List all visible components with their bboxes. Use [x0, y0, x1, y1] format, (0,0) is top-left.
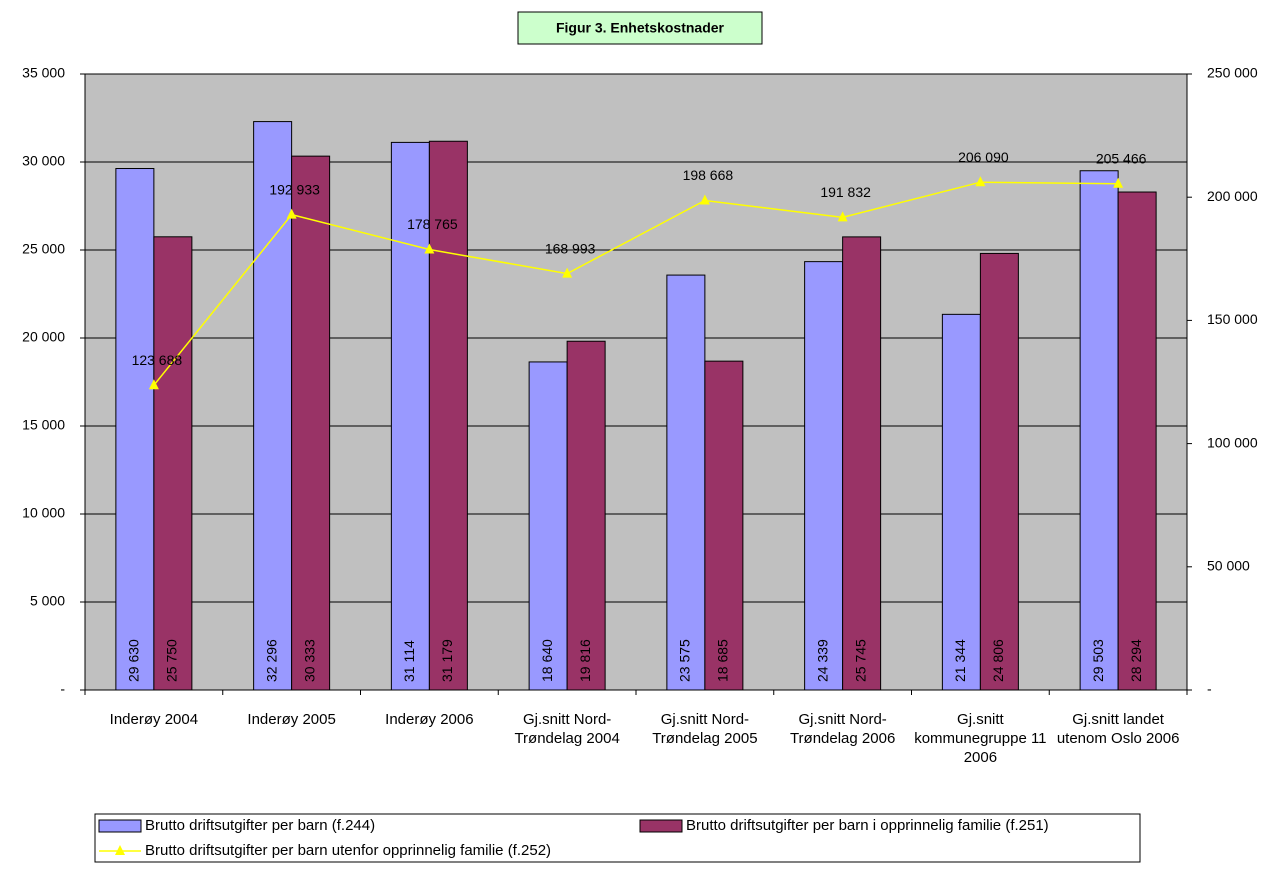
bar-value-label: 24 339 [814, 639, 830, 682]
bar [842, 236, 882, 691]
line-value-label: 198 668 [683, 167, 734, 183]
bar-value-label: 28 294 [1128, 639, 1144, 682]
line-value-label: 168 993 [545, 240, 596, 256]
line-marker [562, 267, 573, 278]
bar [528, 361, 568, 691]
x-tick-label: Gj.snitt landet utenom Oslo 2006 [1056, 711, 1180, 747]
y-tick-label: - [60, 681, 65, 697]
y-tick-label: 20 000 [22, 329, 65, 345]
bar [1079, 170, 1119, 691]
plot-area [84, 73, 1188, 691]
legend-swatch [639, 819, 683, 833]
y-tick-label: 35 000 [22, 65, 65, 81]
bar-value-label: 31 114 [401, 640, 417, 682]
x-tick-label: Gj.snitt kommunegruppe 11 2006 [914, 711, 1047, 766]
y-tick-label: 30 000 [22, 153, 65, 169]
line-value-label: 206 090 [958, 149, 1009, 165]
line-value-label: 178 765 [407, 216, 458, 232]
bar-value-label: 25 745 [852, 639, 868, 682]
bar-value-label: 18 685 [715, 639, 731, 682]
bar [704, 360, 744, 691]
line-marker [1113, 177, 1124, 188]
y2-tick-label: 200 000 [1207, 188, 1258, 204]
line-marker [424, 243, 435, 254]
title-box [517, 11, 763, 45]
bar [941, 313, 981, 691]
x-tick-label: Inderøy 2005 [247, 711, 336, 728]
bar-value-label: 32 296 [263, 639, 279, 682]
bar-value-label: 30 333 [301, 639, 317, 682]
line-value-label: 205 466 [1096, 150, 1147, 166]
bar [566, 340, 606, 691]
bar [153, 236, 193, 691]
bar-value-label: 29 503 [1090, 639, 1106, 682]
y2-tick-label: 250 000 [1207, 65, 1258, 81]
y-tick-label: 5 000 [30, 593, 65, 609]
y2-tick-label: 100 000 [1207, 434, 1258, 450]
bar-value-label: 31 179 [439, 639, 455, 682]
bar-value-label: 25 750 [164, 639, 180, 682]
x-tick-label: Inderøy 2006 [385, 711, 474, 728]
bar [253, 121, 293, 691]
line-marker [837, 211, 848, 222]
bar-value-label: 29 630 [126, 639, 142, 682]
line-marker [975, 176, 986, 187]
line-value-label: 123 688 [132, 352, 183, 368]
bar [428, 140, 468, 691]
y2-tick-label: 50 000 [1207, 558, 1250, 574]
legend-marker [115, 845, 125, 855]
bar [804, 261, 844, 691]
x-tick-label: Inderøy 2004 [109, 711, 199, 728]
legend-box [94, 813, 1141, 863]
bar [291, 155, 331, 691]
x-tick-label: Gj.snitt Nord-Trøndelag 2005 [652, 711, 758, 747]
bar [979, 252, 1019, 691]
y2-tick-label: - [1207, 681, 1212, 697]
line-marker [699, 194, 710, 205]
line [153, 181, 1119, 386]
bar-value-label: 21 344 [952, 639, 968, 682]
line-marker [148, 379, 159, 390]
x-tick-label: Gj.snitt Nord-Trøndelag 2006 [789, 711, 896, 747]
x-tick-label: Gj.snitt Nord-Trøndelag 2004 [514, 711, 620, 747]
bar [390, 141, 430, 691]
bar [1117, 191, 1157, 691]
line-value-label: 191 832 [820, 184, 871, 200]
line-value-label: 192 933 [269, 181, 320, 197]
legend-label: Brutto driftsutgifter per barn i opprinn… [686, 817, 1049, 834]
bar [666, 274, 706, 691]
bar-value-label: 24 806 [990, 639, 1006, 682]
bar [115, 168, 155, 691]
bar-value-label: 18 640 [539, 639, 555, 682]
chart-title: Figur 3. Enhetskostnader [556, 20, 725, 36]
bar-value-label: 19 816 [577, 639, 593, 682]
legend-swatch [98, 819, 142, 833]
y-tick-label: 10 000 [22, 505, 65, 521]
bar-value-label: 23 575 [677, 639, 693, 682]
line-marker [286, 208, 297, 219]
legend-label: Brutto driftsutgifter per barn utenfor o… [145, 842, 551, 859]
legend-label: Brutto driftsutgifter per barn (f.244) [145, 817, 375, 834]
y-tick-label: 15 000 [22, 417, 65, 433]
y-tick-label: 25 000 [22, 241, 65, 257]
y2-tick-label: 150 000 [1207, 311, 1258, 327]
